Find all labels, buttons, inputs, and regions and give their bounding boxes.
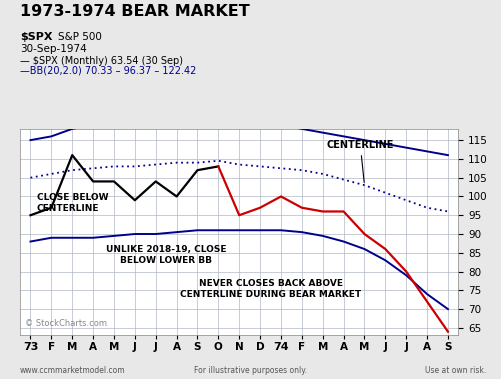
- Text: S&P 500: S&P 500: [58, 32, 102, 42]
- Text: 30-Sep-1974: 30-Sep-1974: [20, 44, 87, 54]
- Text: NEVER CLOSES BACK ABOVE
CENTERLINE DURING BEAR MARKET: NEVER CLOSES BACK ABOVE CENTERLINE DURIN…: [180, 279, 361, 299]
- Text: UNLIKE 2018-19, CLOSE
BELOW LOWER BB: UNLIKE 2018-19, CLOSE BELOW LOWER BB: [106, 245, 226, 265]
- Text: 1973-1974 BEAR MARKET: 1973-1974 BEAR MARKET: [20, 4, 250, 19]
- Text: $SPX: $SPX: [20, 32, 53, 42]
- Text: —BB(20,2.0) 70.33 – 96.37 – 122.42: —BB(20,2.0) 70.33 – 96.37 – 122.42: [20, 66, 196, 76]
- Text: CLOSE BELOW
CENTERLINE: CLOSE BELOW CENTERLINE: [37, 193, 108, 213]
- Text: — $SPX (Monthly) 63.54 (30 Sep): — $SPX (Monthly) 63.54 (30 Sep): [20, 56, 183, 66]
- Text: For illustrative purposes only.: For illustrative purposes only.: [194, 366, 307, 375]
- Text: Use at own risk.: Use at own risk.: [425, 366, 486, 375]
- Text: CENTERLINE: CENTERLINE: [327, 140, 394, 182]
- Text: www.ccmmarketmodel.com: www.ccmmarketmodel.com: [20, 366, 126, 375]
- Text: © StockCharts.com: © StockCharts.com: [25, 319, 107, 328]
